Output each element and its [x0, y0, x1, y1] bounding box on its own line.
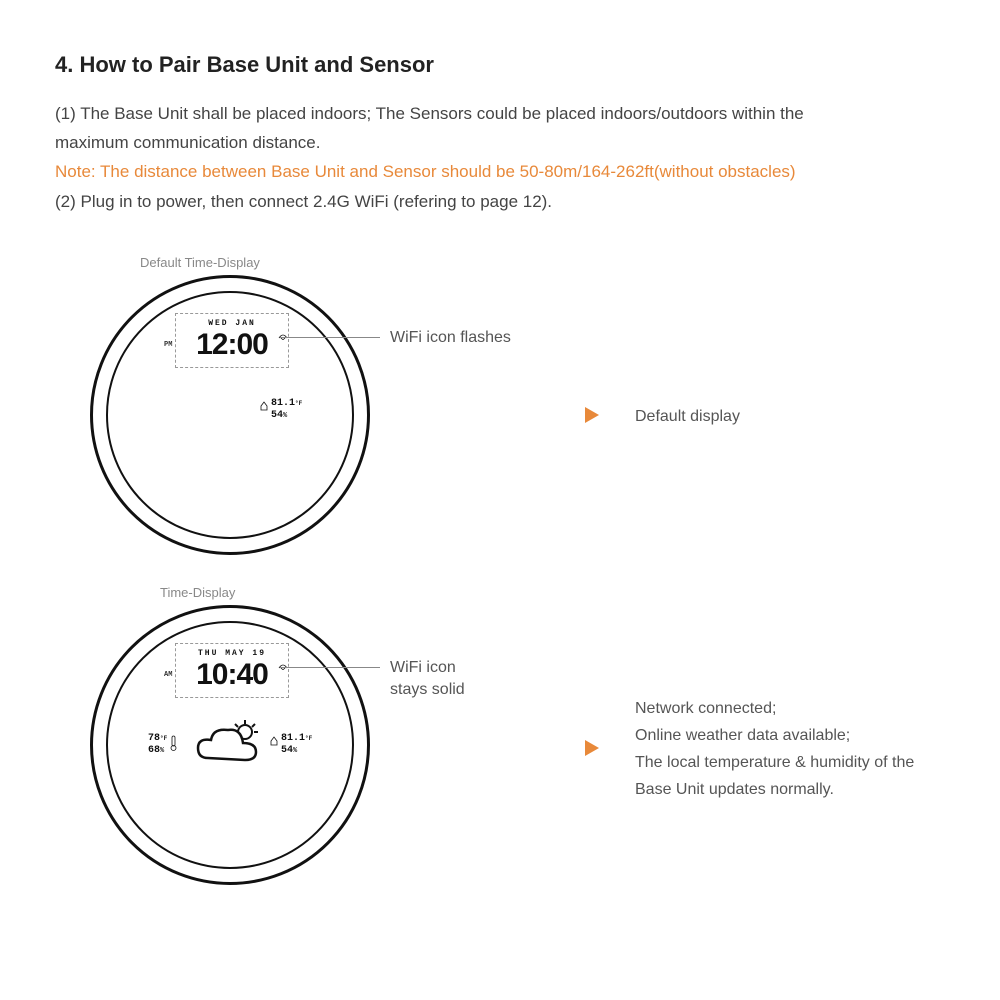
time-display-box-1: WED JAN PM 12:00: [175, 313, 289, 368]
reading-right-1: 81.1°F 54%: [271, 398, 302, 422]
diagrams-container: Default Time-Display WED JAN PM 12:00: [55, 255, 945, 895]
time-value-2: 10:40: [196, 658, 268, 691]
wifi-label-2: WiFi icon stays solid: [390, 657, 465, 702]
paragraph-1b: maximum communication distance.: [55, 129, 945, 156]
temp-val-l2: 78: [148, 733, 160, 744]
desc-text-1: Default display: [635, 403, 740, 430]
temp-val-r2: 81.1: [281, 733, 305, 744]
date-line-1: WED JAN: [178, 320, 286, 328]
reading-right-2: 81.1°F 54%: [281, 733, 312, 757]
hum-val-r2: 54: [281, 745, 293, 756]
wifi-icon: [278, 332, 288, 340]
time-display-box-2: THU MAY 19 AM 10:40: [175, 643, 289, 698]
house-icon: [259, 400, 269, 420]
hum-val-l2: 68: [148, 745, 160, 756]
wifi-label-1: WiFi icon flashes: [390, 327, 511, 349]
device-circle-1: WED JAN PM 12:00 81.1°F 54%: [90, 275, 370, 555]
paragraph-2: (2) Plug in to power, then connect 2.4G …: [55, 188, 945, 215]
hum-val-1: 54: [271, 410, 283, 421]
ampm-2: AM: [164, 672, 172, 679]
reading-left-2: 78°F 68%: [148, 733, 167, 757]
house-icon: [269, 735, 279, 755]
desc-text-2: Network connected; Online weather data a…: [635, 695, 945, 804]
leader-line-1: [280, 337, 380, 338]
ampm-1: PM: [164, 342, 172, 349]
date-line-2: THU MAY 19: [178, 650, 286, 658]
temp-val-1: 81.1: [271, 398, 295, 409]
callout-title-1: Default Time-Display: [140, 255, 260, 270]
diagram-row-1: Default Time-Display WED JAN PM 12:00: [55, 255, 945, 565]
time-value-1: 12:00: [196, 328, 268, 361]
note-text: Note: The distance between Base Unit and…: [55, 158, 945, 185]
paragraph-1a: (1) The Base Unit shall be placed indoor…: [55, 100, 945, 127]
weather-cloud-sun-icon: [193, 718, 268, 773]
section-heading: 4. How to Pair Base Unit and Sensor: [55, 52, 945, 78]
thermo-icon: [170, 735, 178, 753]
callout-title-2: Time-Display: [160, 585, 235, 600]
device-circle-2: THU MAY 19 AM 10:40: [90, 605, 370, 885]
arrow-icon: [585, 740, 599, 756]
arrow-icon: [585, 407, 599, 423]
leader-line-2: [280, 667, 380, 668]
diagram-row-2: Time-Display THU MAY 19 AM 10:40: [55, 585, 945, 895]
wifi-icon: [278, 662, 288, 670]
